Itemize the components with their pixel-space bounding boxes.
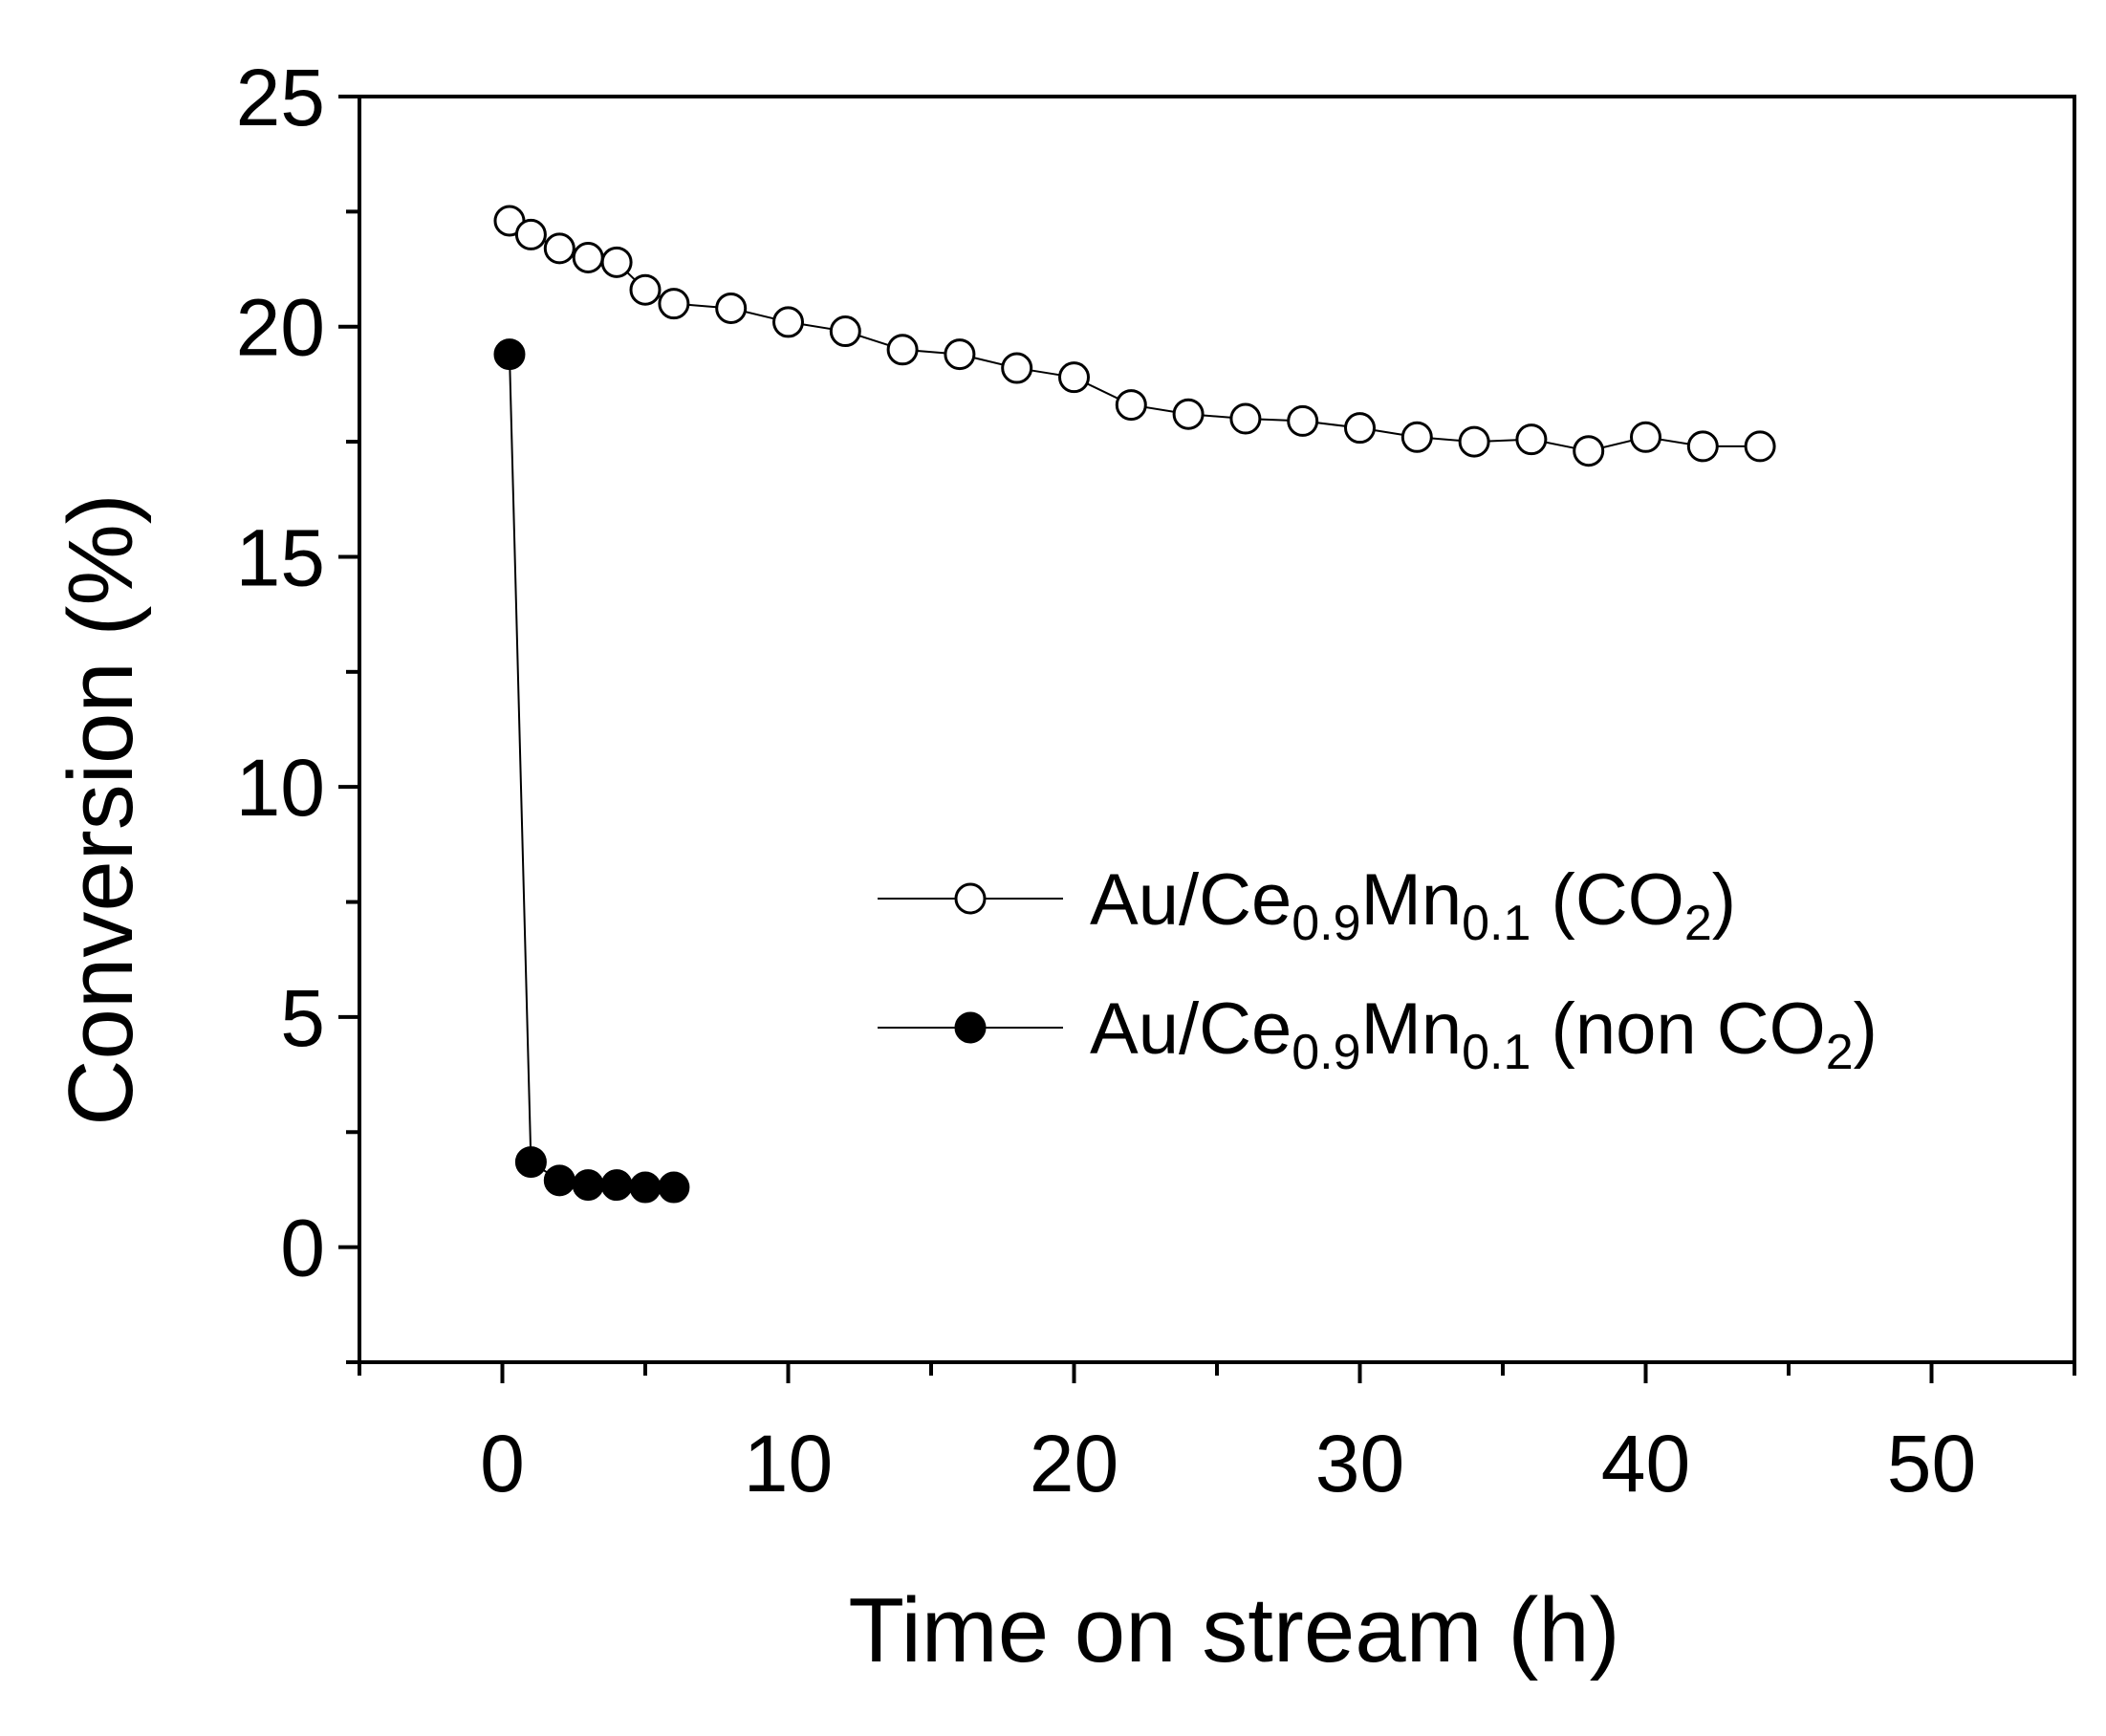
data-point <box>658 288 690 320</box>
axis-ticks <box>338 95 2076 1383</box>
data-point <box>1115 389 1147 422</box>
legend-text-part: Mn <box>1361 988 1463 1070</box>
legend-subscript: 2 <box>1684 896 1712 951</box>
legend-text-part: ) <box>1712 859 1736 941</box>
data-point <box>1630 421 1661 453</box>
x-tick-label: 10 <box>744 1419 833 1508</box>
legend-text-part: Au/Ce <box>1090 988 1292 1070</box>
legend-subscript: 0.1 <box>1462 896 1531 951</box>
legend-marker <box>954 1011 987 1044</box>
legend-text-part: (CO <box>1531 859 1683 941</box>
data-point <box>543 1164 575 1197</box>
legend-subscript: 0.1 <box>1462 1025 1531 1080</box>
series-line <box>508 354 674 1189</box>
legend-text-part: ) <box>1854 988 1878 1070</box>
x-tick-label: 30 <box>1315 1419 1404 1508</box>
data-point <box>1229 402 1262 435</box>
data-point <box>514 1146 547 1179</box>
legend-text-part: (non CO <box>1531 988 1825 1070</box>
x-tick-label: 0 <box>480 1419 525 1508</box>
x-axis-title: Time on stream (h) <box>848 1579 1619 1682</box>
data-point <box>944 338 976 371</box>
data-point <box>1287 404 1319 437</box>
data-point <box>600 1169 633 1202</box>
legend-text-part: Au/Ce <box>1090 859 1292 941</box>
data-point <box>543 232 575 265</box>
data-point <box>1458 425 1490 458</box>
data-point <box>1001 352 1033 384</box>
series-2 <box>493 338 690 1204</box>
tick-labels: 0 10 20 30 40 50 0 5 10 15 20 25 <box>236 53 1977 1508</box>
y-tick-label: 15 <box>236 512 325 602</box>
data-point <box>1400 421 1433 453</box>
y-tick-label: 0 <box>280 1204 325 1293</box>
series-1 <box>493 205 1776 467</box>
data-point <box>572 242 604 274</box>
legend-text-part: Mn <box>1361 859 1463 941</box>
y-tick-label: 25 <box>236 53 325 142</box>
data-point <box>1744 430 1776 463</box>
legend-label: Au/Ce0.9Mn0.1 (non CO2) <box>1090 988 1878 1080</box>
legend-marker <box>954 882 987 915</box>
data-point <box>1515 423 1548 456</box>
data-point <box>600 246 633 278</box>
y-tick-label: 5 <box>280 973 325 1063</box>
x-tick-label: 50 <box>1887 1419 1976 1508</box>
series-layer <box>493 205 1776 1204</box>
data-point <box>629 1171 662 1204</box>
legend-entry-2: Au/Ce0.9Mn0.1 (non CO2) <box>878 988 1878 1080</box>
data-point <box>1686 430 1719 463</box>
x-tick-label: 20 <box>1030 1419 1118 1508</box>
y-tick-label: 10 <box>236 743 325 833</box>
legend-subscript: 0.9 <box>1292 896 1360 951</box>
data-point <box>493 338 526 371</box>
data-point <box>572 1169 604 1202</box>
x-tick-label: 40 <box>1601 1419 1690 1508</box>
data-point <box>829 315 861 348</box>
y-tick-label: 20 <box>236 283 325 373</box>
legend-subscript: 0.9 <box>1292 1025 1360 1080</box>
data-point <box>715 292 748 324</box>
legend-subscript: 2 <box>1826 1025 1854 1080</box>
data-point <box>772 306 804 338</box>
data-point <box>886 334 919 366</box>
data-point <box>514 218 547 250</box>
data-point <box>1344 412 1376 445</box>
y-axis-title: Conversion (%) <box>50 493 152 1126</box>
legend-label: Au/Ce0.9Mn0.1 (CO2) <box>1090 859 1736 951</box>
data-point <box>629 273 662 306</box>
data-point <box>1573 435 1605 467</box>
data-point <box>658 1171 690 1204</box>
legend-entry-1: Au/Ce0.9Mn0.1 (CO2) <box>878 859 1736 951</box>
data-point <box>1172 398 1205 430</box>
data-point <box>1058 361 1090 394</box>
legend: Au/Ce0.9Mn0.1 (CO2)Au/Ce0.9Mn0.1 (non CO… <box>878 859 1878 1080</box>
